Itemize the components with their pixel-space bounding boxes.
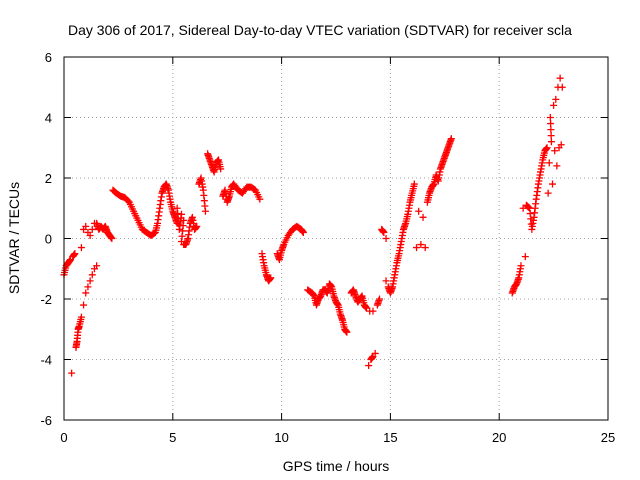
x-tick-label: 5 [169,430,176,445]
data-point-marker [380,228,388,236]
data-point-marker [68,369,76,377]
data-point-marker [413,244,421,252]
data-point-marker [551,147,559,155]
x-tick-label: 20 [492,430,506,445]
data-point-marker [193,222,201,230]
data-point-marker [544,189,552,197]
x-tick-label: 0 [60,430,67,445]
data-point-marker [524,203,532,211]
data-point-marker [93,262,101,270]
data-point-marker [447,135,455,143]
data-point-marker [547,126,555,134]
data-point-marker [365,362,373,370]
data-points [60,74,566,377]
data-point-marker [376,295,384,303]
data-point-marker [410,180,418,188]
data-point-marker [88,225,96,233]
data-point-marker [84,283,92,291]
data-point-marker [82,222,90,230]
data-point-marker [369,307,377,315]
data-point-marker [419,213,427,221]
y-tick-label: -4 [40,353,52,368]
y-tick-label: -6 [40,413,52,428]
x-tick-label: 15 [383,430,397,445]
data-point-marker [556,74,564,82]
data-point-marker [549,180,557,188]
data-point-marker [421,244,429,252]
data-point-marker [550,101,558,109]
data-point-marker [552,95,560,103]
data-point-marker [77,244,85,252]
data-point-marker [150,229,158,237]
grid-lines [64,57,608,420]
data-point-marker [382,277,390,285]
data-point-marker [553,162,561,170]
data-point-marker [108,235,116,242]
y-tick-label: -2 [40,292,52,307]
data-point-marker [557,141,565,149]
data-point-marker [517,262,525,270]
data-point-marker [201,207,209,215]
data-point-marker [77,313,85,321]
data-point-marker [546,114,554,121]
data-point-marker [525,203,533,211]
data-point-marker [86,277,94,285]
data-point-marker [545,159,553,167]
data-point-marker [558,83,566,91]
x-tick-label: 10 [274,430,288,445]
data-point-marker [88,271,96,279]
data-point-marker [256,195,264,203]
axis-ticks [63,56,609,421]
x-tick-labels: 0 5 10 15 20 25 [60,430,615,445]
chart-title: Day 306 of 2017, Sidereal Day-to-day VTE… [68,22,572,38]
y-tick-labels: -6 -4 -2 0 2 4 6 [40,50,52,428]
data-point-marker [521,253,529,261]
x-tick-label: 25 [601,430,615,445]
data-point-marker [267,274,275,282]
data-point-marker [86,231,94,239]
data-point-marker [178,210,186,218]
data-point-marker [519,204,527,212]
data-point-marker [180,216,188,224]
data-point-marker [382,235,390,242]
data-point-marker [547,132,555,140]
data-point-marker [547,138,555,146]
data-point-marker [547,120,555,128]
y-tick-label: 2 [45,171,52,186]
data-point-marker [299,228,307,236]
data-point-marker [80,301,88,309]
data-point-marker [371,349,379,357]
y-tick-label: 6 [45,50,52,65]
x-axis-label: GPS time / hours [283,458,390,474]
data-point-marker [343,328,351,336]
y-tick-label: 4 [45,111,52,126]
data-point-marker [217,165,225,173]
data-point-marker [417,241,425,249]
data-point-marker [82,289,90,297]
y-tick-label: 0 [45,232,52,247]
data-point-marker [71,250,79,258]
y-axis-label: SDTVAR / TECUs [6,182,22,294]
data-point-marker [415,207,423,215]
data-point-marker [362,304,370,312]
data-point-marker [543,144,551,152]
